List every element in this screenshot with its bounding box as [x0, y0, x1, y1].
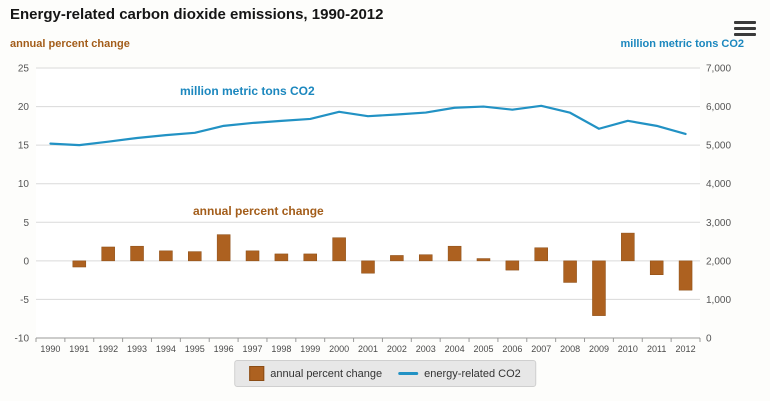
- plot-area: [36, 68, 700, 338]
- bar-annual-percent-change[interactable]: [101, 246, 115, 262]
- bar-annual-percent-change[interactable]: [390, 255, 404, 262]
- bar-annual-percent-change[interactable]: [678, 260, 693, 291]
- chart-legend: annual percent change energy-related CO2: [234, 360, 536, 387]
- bar-series-annotation: annual percent change: [193, 204, 324, 218]
- bar-annual-percent-change[interactable]: [361, 260, 375, 274]
- x-axis-year-label: 2012: [676, 344, 696, 354]
- line-energy-related-co2[interactable]: [49, 104, 687, 147]
- x-axis-year-label: 2000: [329, 344, 349, 354]
- bar-annual-percent-change[interactable]: [332, 237, 346, 262]
- x-axis-year-label: 2005: [473, 344, 493, 354]
- left-axis-tick-label: -5: [20, 295, 29, 306]
- x-axis-year-label: 2009: [589, 344, 609, 354]
- x-axis-year-label: 1995: [185, 344, 205, 354]
- bar-annual-percent-change[interactable]: [418, 254, 433, 262]
- left-axis-tick-label: 5: [23, 218, 29, 229]
- left-axis-tick-label: -10: [15, 334, 30, 345]
- x-axis-year-label: 2002: [387, 344, 407, 354]
- x-axis-year-label: 1991: [69, 344, 89, 354]
- right-axis-tick-label: 2,000: [706, 256, 731, 267]
- bar-annual-percent-change[interactable]: [303, 253, 318, 262]
- bar-annual-percent-change[interactable]: [274, 253, 289, 262]
- bar-annual-percent-change[interactable]: [592, 260, 606, 316]
- right-axis-tick-label: 0: [706, 334, 712, 345]
- x-axis-year-label: 2010: [618, 344, 638, 354]
- bar-annual-percent-change[interactable]: [188, 251, 202, 262]
- page-title: Energy-related carbon dioxide emissions,…: [10, 6, 384, 23]
- bar-annual-percent-change[interactable]: [649, 260, 664, 275]
- right-axis-title: million metric tons CO2: [620, 38, 744, 50]
- bar-annual-percent-change[interactable]: [621, 232, 635, 262]
- right-axis-tick-label: 1,000: [706, 295, 731, 306]
- bar-annual-percent-change[interactable]: [130, 245, 144, 262]
- line-series-annotation: million metric tons CO2: [180, 84, 315, 98]
- x-axis-year-label: 1990: [40, 344, 60, 354]
- bar-annual-percent-change[interactable]: [476, 258, 491, 262]
- x-axis-year-label: 1999: [300, 344, 320, 354]
- bar-annual-percent-change[interactable]: [534, 247, 548, 262]
- left-axis-tick-label: 20: [18, 102, 30, 113]
- bar-annual-percent-change[interactable]: [447, 245, 462, 262]
- left-axis-tick-label: 0: [23, 256, 29, 267]
- right-axis-tick-label: 3,000: [706, 218, 731, 229]
- x-axis-year-label: 2003: [416, 344, 436, 354]
- bar-annual-percent-change[interactable]: [72, 260, 87, 268]
- right-axis-tick-label: 6,000: [706, 102, 731, 113]
- right-axis-tick-label: 7,000: [706, 64, 731, 75]
- line-swatch-icon: [398, 372, 419, 375]
- bar-annual-percent-change[interactable]: [245, 250, 260, 262]
- left-axis-title: annual percent change: [10, 38, 130, 50]
- x-axis-year-label: 2007: [531, 344, 551, 354]
- right-axis-tick-label: 4,000: [706, 179, 731, 190]
- menu-bar: [734, 27, 756, 30]
- bar-swatch-icon: [249, 366, 265, 381]
- left-axis-tick-label: 10: [18, 179, 30, 190]
- menu-bar: [734, 21, 756, 24]
- x-axis-year-label: 2011: [647, 344, 666, 354]
- bar-annual-percent-change[interactable]: [505, 260, 520, 271]
- left-axis-tick-label: 25: [18, 64, 30, 75]
- left-axis-tick-label: 15: [18, 141, 30, 152]
- bar-annual-percent-change[interactable]: [563, 260, 577, 283]
- bar-annual-percent-change[interactable]: [216, 234, 231, 262]
- x-axis-year-label: 1993: [127, 344, 147, 354]
- x-axis-year-label: 2004: [445, 344, 465, 354]
- right-axis-tick-label: 5,000: [706, 141, 731, 152]
- x-axis-year-label: 1994: [156, 344, 176, 354]
- x-axis-year-label: 1996: [214, 344, 234, 354]
- x-axis-year-label: 1992: [98, 344, 118, 354]
- bar-annual-percent-change[interactable]: [159, 250, 173, 262]
- x-axis-year-label: 2006: [502, 344, 522, 354]
- legend-item-annual-percent-change[interactable]: annual percent change: [249, 366, 382, 381]
- menu-bar: [734, 33, 756, 36]
- x-axis-year-label: 1998: [271, 344, 291, 354]
- x-axis-year-label: 1997: [243, 344, 263, 354]
- legend-label-annual-percent-change: annual percent change: [270, 367, 383, 380]
- x-axis-year-label: 2008: [560, 344, 580, 354]
- hamburger-menu-icon[interactable]: [732, 16, 758, 41]
- legend-item-energy-related-co2[interactable]: energy-related CO2: [398, 368, 521, 380]
- legend-label-energy-related-co2: energy-related CO2: [424, 367, 521, 380]
- x-axis-year-label: 2001: [358, 344, 378, 354]
